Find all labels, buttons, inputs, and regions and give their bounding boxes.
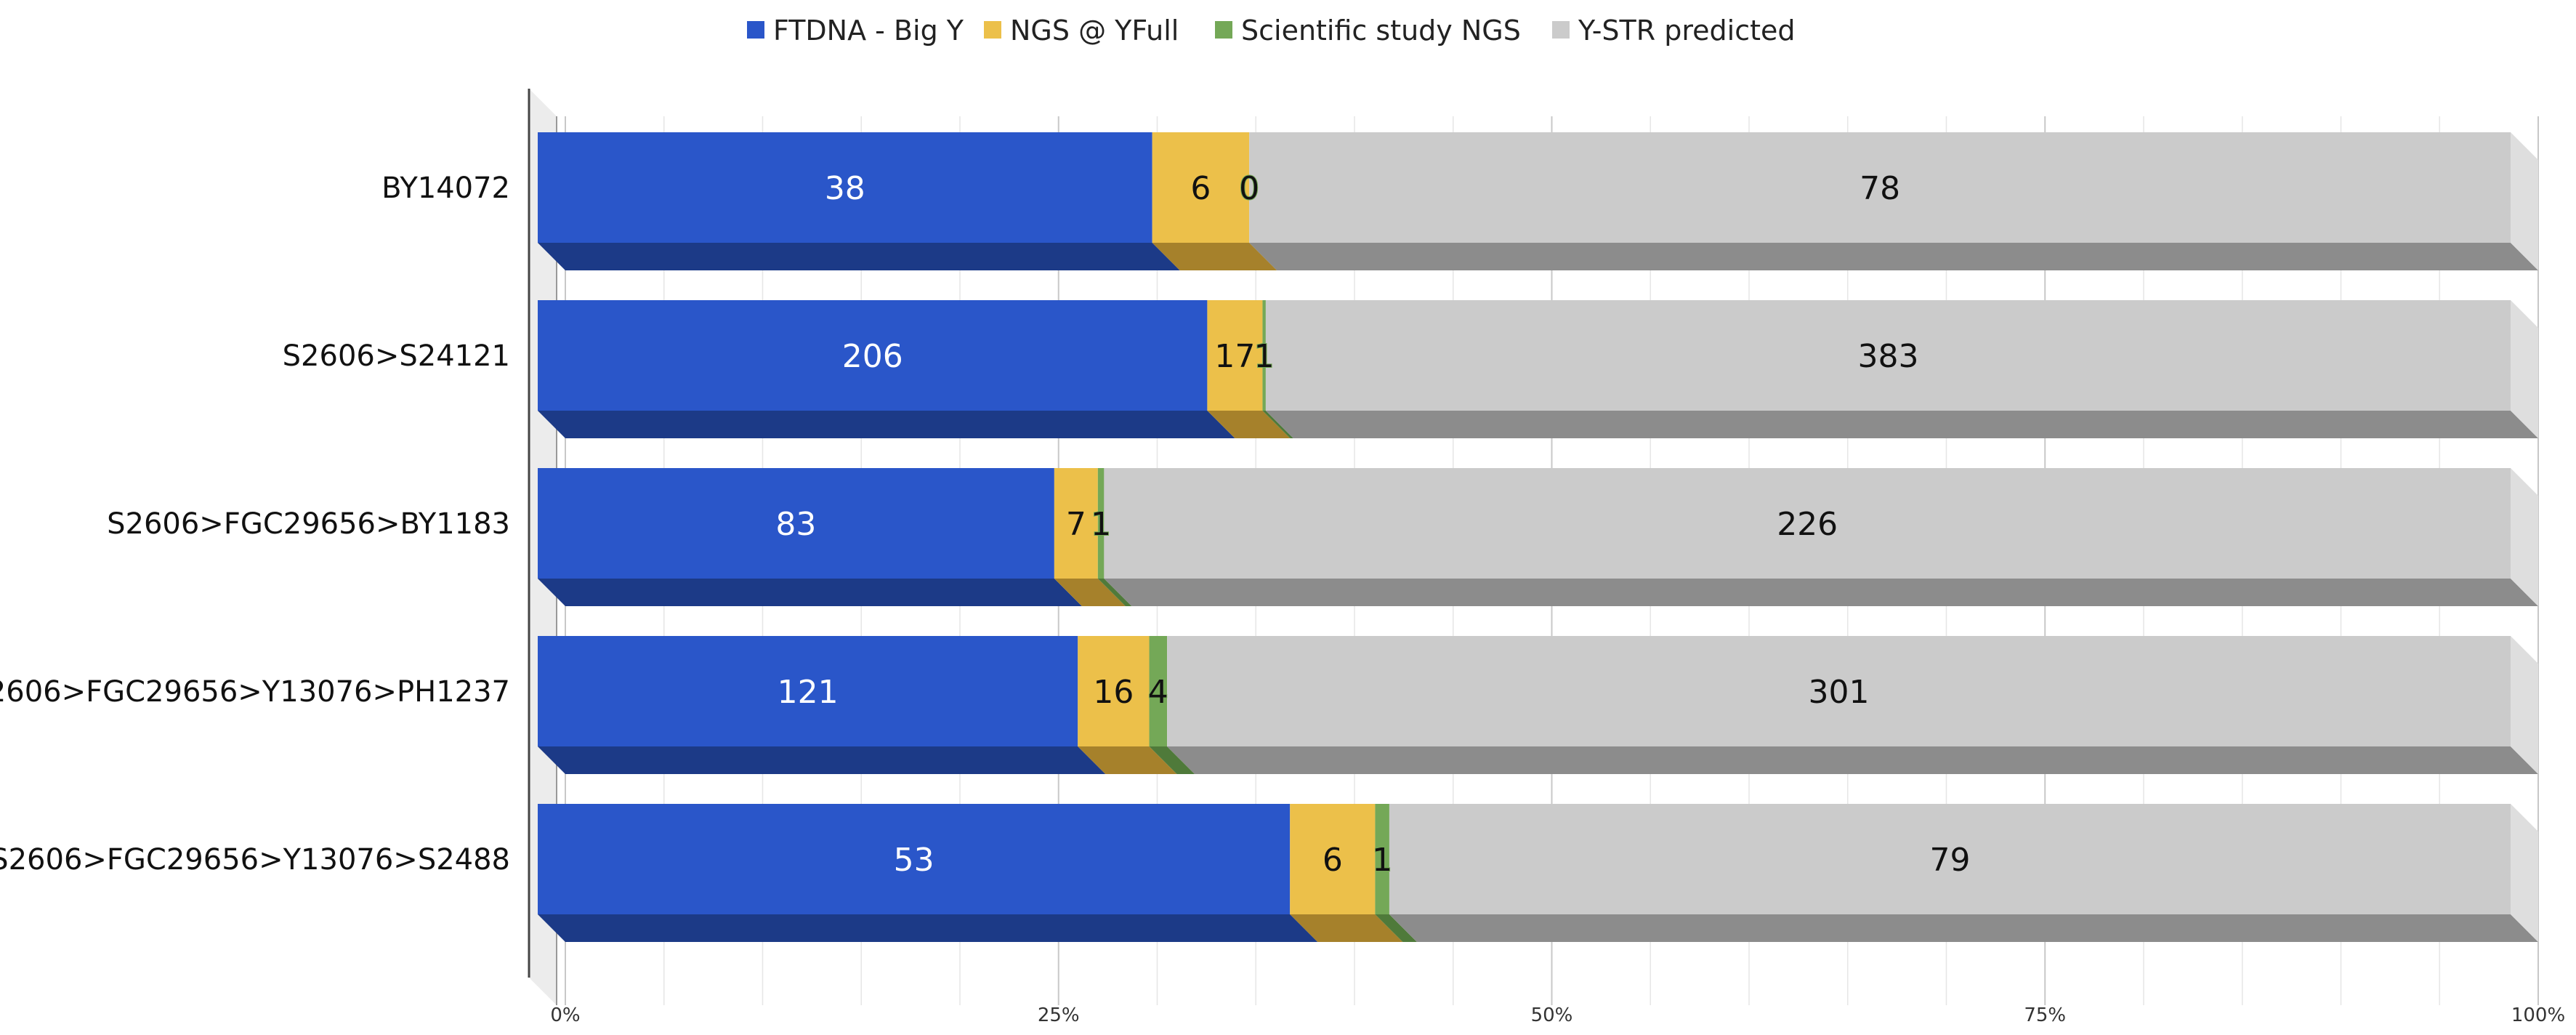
bar-scientific-study-ngs-s2606-fgc29656-y13076-s2488 [1375, 804, 1389, 914]
data-label-ftdna-big-y-s2606-fgc29656-by1183: 83 [775, 506, 816, 543]
x-tick-label-50: 50% [1531, 1004, 1573, 1026]
bar-scientific-study-ngs-s2606-s24121 [1262, 300, 1266, 411]
bar-depth-ngs-yfull-s2606-fgc29656-by1183 [1054, 579, 1126, 606]
bar-ftdna-big-y-s2606-fgc29656-by1183 [538, 468, 1054, 579]
data-label-y-str-predicted-by14072: 78 [1860, 170, 1900, 207]
bar-y-str-predicted-by14072 [1249, 132, 2511, 243]
bar-end-s2606-s24121 [2511, 300, 2538, 438]
bar-scientific-study-ngs-s2606-fgc29656-by1183 [1097, 468, 1105, 579]
x-tick-label-100: 100% [2511, 1004, 2565, 1026]
bar-depth-y-str-predicted-s2606-fgc29656-y13076-s2488 [1389, 914, 2538, 942]
x-tick-label-75: 75% [2024, 1004, 2066, 1026]
bar-depth-y-str-predicted-s2606-fgc29656-y13076-ph1237 [1167, 746, 2538, 774]
legend: FTDNA - Big Y NGS @ YFull Scientific study… [747, 15, 1796, 47]
category-label-s2606-s24121: S2606>S24121 [283, 339, 510, 373]
bar-end-by14072 [2511, 132, 2538, 270]
bar-end-s2606-fgc29656-y13076-s2488 [2511, 804, 2538, 942]
data-label-ngs-yfull-s2606-s24121: 17 [1214, 338, 1255, 375]
bar-ftdna-big-y-by14072 [538, 132, 1152, 243]
bar-ngs-yfull-s2606-fgc29656-y13076-s2488 [1290, 804, 1376, 914]
legend-label-y-str-predicted: Y-STR predicted [1578, 15, 1796, 47]
data-label-scientific-study-ngs-s2606-fgc29656-y13076-ph1237: 4 [1148, 674, 1168, 711]
bar-depth-ngs-yfull-s2606-fgc29656-y13076-s2488 [1290, 914, 1403, 942]
bar-scientific-study-ngs-s2606-fgc29656-y13076-ph1237 [1149, 636, 1168, 746]
bar-depth-scientific-study-ngs-s2606-fgc29656-by1183 [1097, 579, 1132, 606]
data-label-ftdna-big-y-by14072: 38 [825, 170, 865, 207]
bar-depth-scientific-study-ngs-s2606-fgc29656-y13076-s2488 [1375, 914, 1417, 942]
legend-label-ngs-yfull: NGS @ YFull [1010, 15, 1179, 47]
data-label-ftdna-big-y-s2606-fgc29656-y13076-ph1237: 121 [778, 674, 839, 711]
legend-swatch-scientific-study-ngs [1215, 21, 1232, 39]
bar-depth-ngs-yfull-s2606-s24121 [1207, 411, 1291, 438]
legend-swatch-y-str-predicted [1552, 21, 1570, 39]
bar-ngs-yfull-s2606-s24121 [1207, 300, 1263, 411]
data-label-scientific-study-ngs-by14072: 0 [1239, 170, 1259, 207]
data-label-ftdna-big-y-s2606-s24121: 206 [842, 338, 903, 375]
bar-depth-scientific-study-ngs-s2606-fgc29656-y13076-ph1237 [1149, 746, 1195, 774]
data-label-scientific-study-ngs-s2606-fgc29656-by1183: 1 [1091, 506, 1111, 543]
bar-depth-ngs-yfull-s2606-fgc29656-y13076-ph1237 [1078, 746, 1177, 774]
bar-ngs-yfull-by14072 [1152, 132, 1250, 243]
data-label-scientific-study-ngs-s2606-fgc29656-y13076-s2488: 1 [1372, 842, 1392, 879]
bar-ftdna-big-y-s2606-fgc29656-y13076-s2488 [538, 804, 1291, 914]
data-label-ftdna-big-y-s2606-fgc29656-y13076-s2488: 53 [894, 842, 934, 879]
bar-y-str-predicted-s2606-s24121 [1265, 300, 2511, 411]
bar-depth-ftdna-big-y-s2606-fgc29656-y13076-s2488 [538, 914, 1318, 942]
data-label-ngs-yfull-by14072: 6 [1190, 170, 1211, 207]
bars [538, 132, 2538, 942]
data-label-y-str-predicted-s2606-fgc29656-y13076-ph1237: 301 [1809, 674, 1870, 711]
data-label-scientific-study-ngs-s2606-s24121: 1 [1254, 338, 1275, 375]
data-label-y-str-predicted-s2606-fgc29656-by1183: 226 [1777, 506, 1838, 543]
x-tick-labels: 0% 25% 50% 75% 100% [550, 1004, 2565, 1026]
data-label-y-str-predicted-s2606-s24121: 383 [1857, 338, 1918, 375]
legend-label-scientific-study-ngs: Scientific study NGS [1241, 15, 1521, 47]
bar-ftdna-big-y-s2606-fgc29656-y13076-ph1237 [538, 636, 1078, 746]
bar-depth-y-str-predicted-s2606-fgc29656-by1183 [1104, 579, 2538, 606]
x-tick-label-0: 0% [550, 1004, 580, 1026]
legend-swatch-ngs-yfull [984, 21, 1001, 39]
bar-ftdna-big-y-s2606-s24121 [538, 300, 1208, 411]
data-label-ngs-yfull-s2606-fgc29656-by1183: 7 [1066, 506, 1086, 543]
category-label-s2606-fgc29656-y13076-s2488: S2606>FGC29656>Y13076>S2488 [0, 843, 510, 877]
data-label-ngs-yfull-s2606-fgc29656-y13076-s2488: 6 [1323, 842, 1343, 879]
bar-depth-ftdna-big-y-s2606-s24121 [538, 411, 1235, 438]
bar-depth-ngs-yfull-by14072 [1152, 243, 1277, 270]
bar-depth-ftdna-big-y-s2606-fgc29656-by1183 [538, 579, 1082, 606]
bar-depth-y-str-predicted-s2606-s24121 [1265, 411, 2538, 438]
bar-y-str-predicted-s2606-fgc29656-y13076-s2488 [1389, 804, 2511, 914]
data-label-ngs-yfull-s2606-fgc29656-y13076-ph1237: 16 [1093, 674, 1134, 711]
bar-depth-ftdna-big-y-s2606-fgc29656-y13076-ph1237 [538, 746, 1106, 774]
category-label-s2606-fgc29656-y13076-ph1237: S2606>FGC29656>Y13076>PH1237 [0, 675, 510, 709]
legend-swatch-ftdna-big-y [747, 21, 764, 39]
bar-y-str-predicted-s2606-fgc29656-by1183 [1104, 468, 2511, 579]
legend-label-ftdna-big-y: FTDNA - Big Y [773, 15, 964, 47]
bar-ngs-yfull-s2606-fgc29656-by1183 [1054, 468, 1098, 579]
bar-depth-y-str-predicted-by14072 [1249, 243, 2538, 270]
category-label-s2606-fgc29656-by1183: S2606>FGC29656>BY1183 [107, 507, 510, 541]
bar-depth-scientific-study-ngs-s2606-s24121 [1262, 411, 1293, 438]
bar-end-s2606-fgc29656-by1183 [2511, 468, 2538, 606]
data-label-y-str-predicted-s2606-fgc29656-y13076-s2488: 79 [1929, 842, 1970, 879]
bar-y-str-predicted-s2606-fgc29656-y13076-ph1237 [1167, 636, 2511, 746]
category-labels: BY14072 S2606>S24121 S2606>FGC29656>BY1183… [0, 172, 510, 877]
bar-ngs-yfull-s2606-fgc29656-y13076-ph1237 [1078, 636, 1150, 746]
x-tick-label-25: 25% [1038, 1004, 1080, 1026]
category-label-by14072: BY14072 [381, 172, 510, 205]
bar-depth-ftdna-big-y-by14072 [538, 243, 1180, 270]
bar-end-s2606-fgc29656-y13076-ph1237 [2511, 636, 2538, 774]
